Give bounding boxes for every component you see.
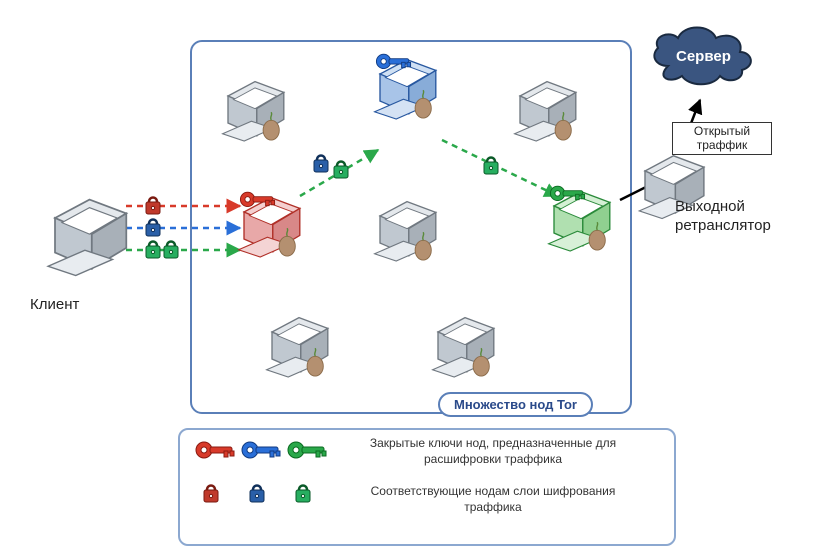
legend-lock-green xyxy=(296,486,310,503)
tor-node-red xyxy=(239,192,300,257)
exit-relay-label: Выходной ретранслятор xyxy=(675,198,771,236)
client-pc xyxy=(48,200,126,276)
lock-icon xyxy=(334,162,348,179)
diagram-stage: Множество нод Tor xyxy=(0,0,820,544)
tor-node xyxy=(267,318,328,377)
legend-locks-text: Соответствующие нодам слои шифрования тр… xyxy=(348,484,638,515)
open-traffic-text: Открытый траффик xyxy=(694,124,750,152)
lock-icon xyxy=(314,156,328,173)
lock-icon xyxy=(146,198,160,215)
tor-node-blue xyxy=(375,54,436,119)
legend-lock-red xyxy=(204,486,218,503)
legend-keys-text: Закрытые ключи нод, предназначенные для … xyxy=(348,436,638,467)
tor-node xyxy=(375,202,436,261)
legend-key-blue xyxy=(242,442,280,458)
lock-icon xyxy=(484,158,498,175)
tor-node xyxy=(515,82,576,141)
tor-node-green xyxy=(549,186,610,251)
path-green-middle-exit xyxy=(442,140,558,196)
server-label: Сервер xyxy=(676,48,731,65)
legend-key-green xyxy=(288,442,326,458)
open-traffic-label: Открытый траффик xyxy=(672,122,772,155)
tor-node xyxy=(433,318,494,377)
legend-lock-blue xyxy=(250,486,264,503)
lock-icon xyxy=(146,220,160,237)
lock-icon xyxy=(164,242,178,259)
lock-icon xyxy=(146,242,160,259)
legend-key-red xyxy=(196,442,234,458)
client-label: Клиент xyxy=(30,296,79,313)
tor-node xyxy=(223,82,284,141)
